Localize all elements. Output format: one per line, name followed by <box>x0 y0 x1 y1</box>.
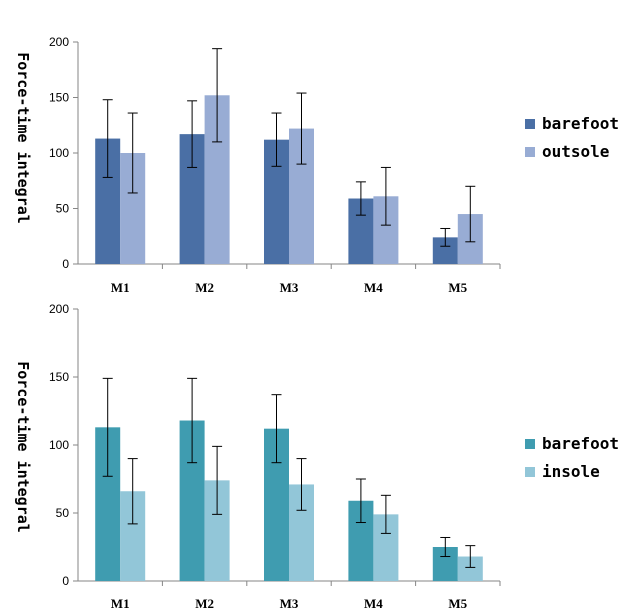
y-tick-label: 150 <box>49 91 69 105</box>
y-tick-label: 200 <box>49 302 69 316</box>
y-tick-label: 150 <box>49 370 69 384</box>
y-tick-label: 50 <box>56 506 70 520</box>
x-category-label: M3 <box>280 596 299 611</box>
y-tick-label: 200 <box>49 35 69 49</box>
chart-insole-comparison: 0 50 100 150 200 M1 M2 M3 M4 M5 Force-time integra… <box>14 302 619 611</box>
legend-swatch-barefoot <box>525 439 535 449</box>
y-axis-label: Force-time integral <box>14 361 32 533</box>
x-category-label: M2 <box>195 280 214 295</box>
y-tick-label: 100 <box>49 146 69 160</box>
legend-label-outsole: outsole <box>542 142 609 161</box>
x-category-label: M5 <box>448 280 467 295</box>
x-category-label: M1 <box>111 280 130 295</box>
y-tick-label: 0 <box>62 574 69 588</box>
chart-outsole-comparison: 0 50 100 150 200 M1 M2 M3 M4 M5 Force-time integra… <box>14 35 619 295</box>
legend-swatch-outsole <box>525 147 535 157</box>
x-category-label: M4 <box>364 280 383 295</box>
legend-label-insole: insole <box>542 462 600 481</box>
legend-swatch-barefoot <box>525 119 535 129</box>
x-category-label: M2 <box>195 596 214 611</box>
y-tick-label: 0 <box>62 257 69 271</box>
x-category-label: M1 <box>111 596 130 611</box>
y-axis-label: Force-time integral <box>14 52 32 224</box>
x-category-label: M4 <box>364 596 383 611</box>
x-category-label: M5 <box>448 596 467 611</box>
legend-label-barefoot: barefoot <box>542 114 619 133</box>
y-tick-label: 50 <box>56 202 70 216</box>
legend-swatch-insole <box>525 467 535 477</box>
x-category-label: M3 <box>280 280 299 295</box>
y-tick-label: 100 <box>49 438 69 452</box>
legend-label-barefoot: barefoot <box>542 434 619 453</box>
